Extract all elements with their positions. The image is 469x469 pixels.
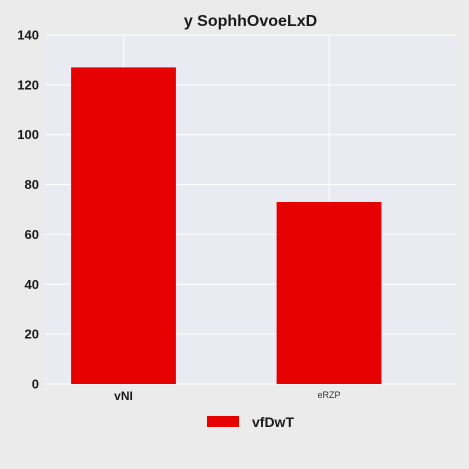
bar bbox=[276, 202, 382, 384]
y-tick-label: 0 bbox=[32, 377, 39, 392]
y-tick-label: 100 bbox=[17, 127, 39, 142]
x-axis: vNI eRZP bbox=[114, 389, 340, 403]
y-axis: 0 20 40 60 80 100 120 140 bbox=[17, 28, 39, 392]
y-tick-label: 60 bbox=[25, 227, 39, 242]
chart-title: y SophhOvoeLxD bbox=[184, 13, 317, 30]
y-tick-label: 40 bbox=[25, 277, 39, 292]
x-tick-label: vNI bbox=[114, 389, 133, 403]
legend-swatch bbox=[207, 416, 239, 427]
y-tick-label: 80 bbox=[25, 177, 39, 192]
bars-group bbox=[71, 67, 382, 385]
y-tick-label: 120 bbox=[17, 77, 39, 92]
legend: vfDwT bbox=[207, 414, 294, 430]
bar bbox=[71, 67, 176, 385]
y-tick-label: 140 bbox=[17, 28, 39, 43]
legend-label: vfDwT bbox=[252, 414, 294, 430]
x-tick-label: eRZP bbox=[317, 390, 340, 400]
y-tick-label: 20 bbox=[25, 327, 39, 342]
